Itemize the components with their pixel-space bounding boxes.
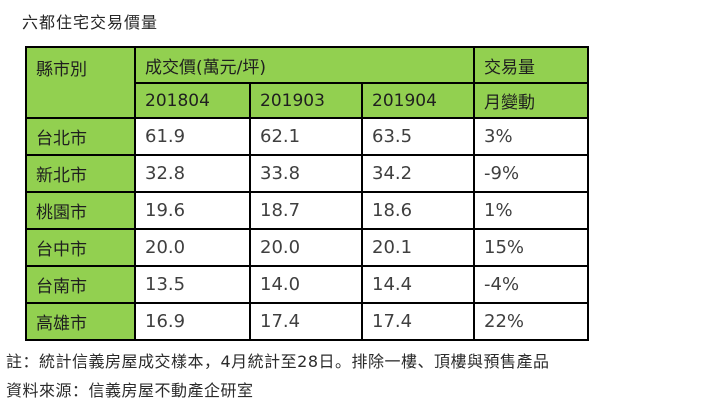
city-cell: 高雄市 — [25, 302, 136, 341]
price-cell-201904: 20.1 — [361, 228, 475, 267]
page-title: 六都住宅交易價量 — [22, 13, 159, 32]
change-cell: 15% — [473, 228, 589, 267]
table-row-taoyuan: 桃園市 19.6 18.7 18.6 1% — [25, 191, 589, 230]
price-cell-201903: 62.1 — [249, 117, 363, 156]
price-cell-201804: 16.9 — [134, 302, 251, 341]
price-cell-201804: 20.0 — [134, 228, 251, 267]
header-row-periods: 201804 201903 201904 月變動 — [26, 82, 589, 119]
table-row-tainan: 台南市 13.5 14.0 14.4 -4% — [25, 265, 589, 304]
change-cell: 3% — [473, 117, 589, 156]
price-cell-201904: 18.6 — [361, 191, 475, 230]
price-cell-201904: 34.2 — [361, 154, 475, 193]
footnote-source: 資料來源：信義房屋不動產企研室 — [6, 381, 254, 400]
price-cell-201903: 33.8 — [249, 154, 363, 193]
price-cell-201804: 32.8 — [134, 154, 251, 193]
header-month-change: 月變動 — [473, 82, 589, 119]
change-cell: 1% — [473, 191, 589, 230]
change-cell: -4% — [473, 265, 589, 304]
change-cell: 22% — [473, 302, 589, 341]
header-volume-group: 交易量 — [473, 46, 589, 84]
price-cell-201903: 14.0 — [249, 265, 363, 304]
price-cell-201804: 19.6 — [134, 191, 251, 230]
price-cell-201904: 14.4 — [361, 265, 475, 304]
table-row-taichung: 台中市 20.0 20.0 20.1 15% — [25, 228, 589, 267]
header-row-groups: 縣市別 成交價(萬元/坪) 交易量 — [25, 46, 589, 119]
city-cell: 台中市 — [25, 228, 136, 267]
table-row-kaohsiung: 高雄市 16.9 17.4 17.4 22% — [25, 302, 589, 341]
footnote-statistics: 註：統計信義房屋成交樣本，4月統計至28日。排除一樓、頂樓與預售產品 — [6, 352, 550, 371]
header-period-201903: 201903 — [249, 82, 363, 119]
price-cell-201904: 17.4 — [361, 302, 475, 341]
header-period-201904: 201904 — [361, 82, 475, 119]
header-period-201804: 201804 — [134, 82, 251, 119]
table-row-newtaipei: 新北市 32.8 33.8 34.2 -9% — [25, 154, 589, 193]
header-city: 縣市別 — [25, 46, 136, 119]
city-cell: 桃園市 — [25, 191, 136, 230]
price-cell-201804: 13.5 — [134, 265, 251, 304]
price-cell-201903: 18.7 — [249, 191, 363, 230]
price-cell-201903: 20.0 — [249, 228, 363, 267]
price-volume-table: 縣市別 成交價(萬元/坪) 交易量 201804 201903 201904 月… — [25, 46, 589, 341]
city-cell: 台北市 — [25, 117, 136, 156]
city-cell: 新北市 — [25, 154, 136, 193]
city-cell: 台南市 — [25, 265, 136, 304]
price-cell-201903: 17.4 — [249, 302, 363, 341]
header-price-group: 成交價(萬元/坪) — [134, 46, 475, 84]
price-cell-201904: 63.5 — [361, 117, 475, 156]
table-row-taipei: 台北市 61.9 62.1 63.5 3% — [25, 117, 589, 156]
change-cell: -9% — [473, 154, 589, 193]
price-cell-201804: 61.9 — [134, 117, 251, 156]
